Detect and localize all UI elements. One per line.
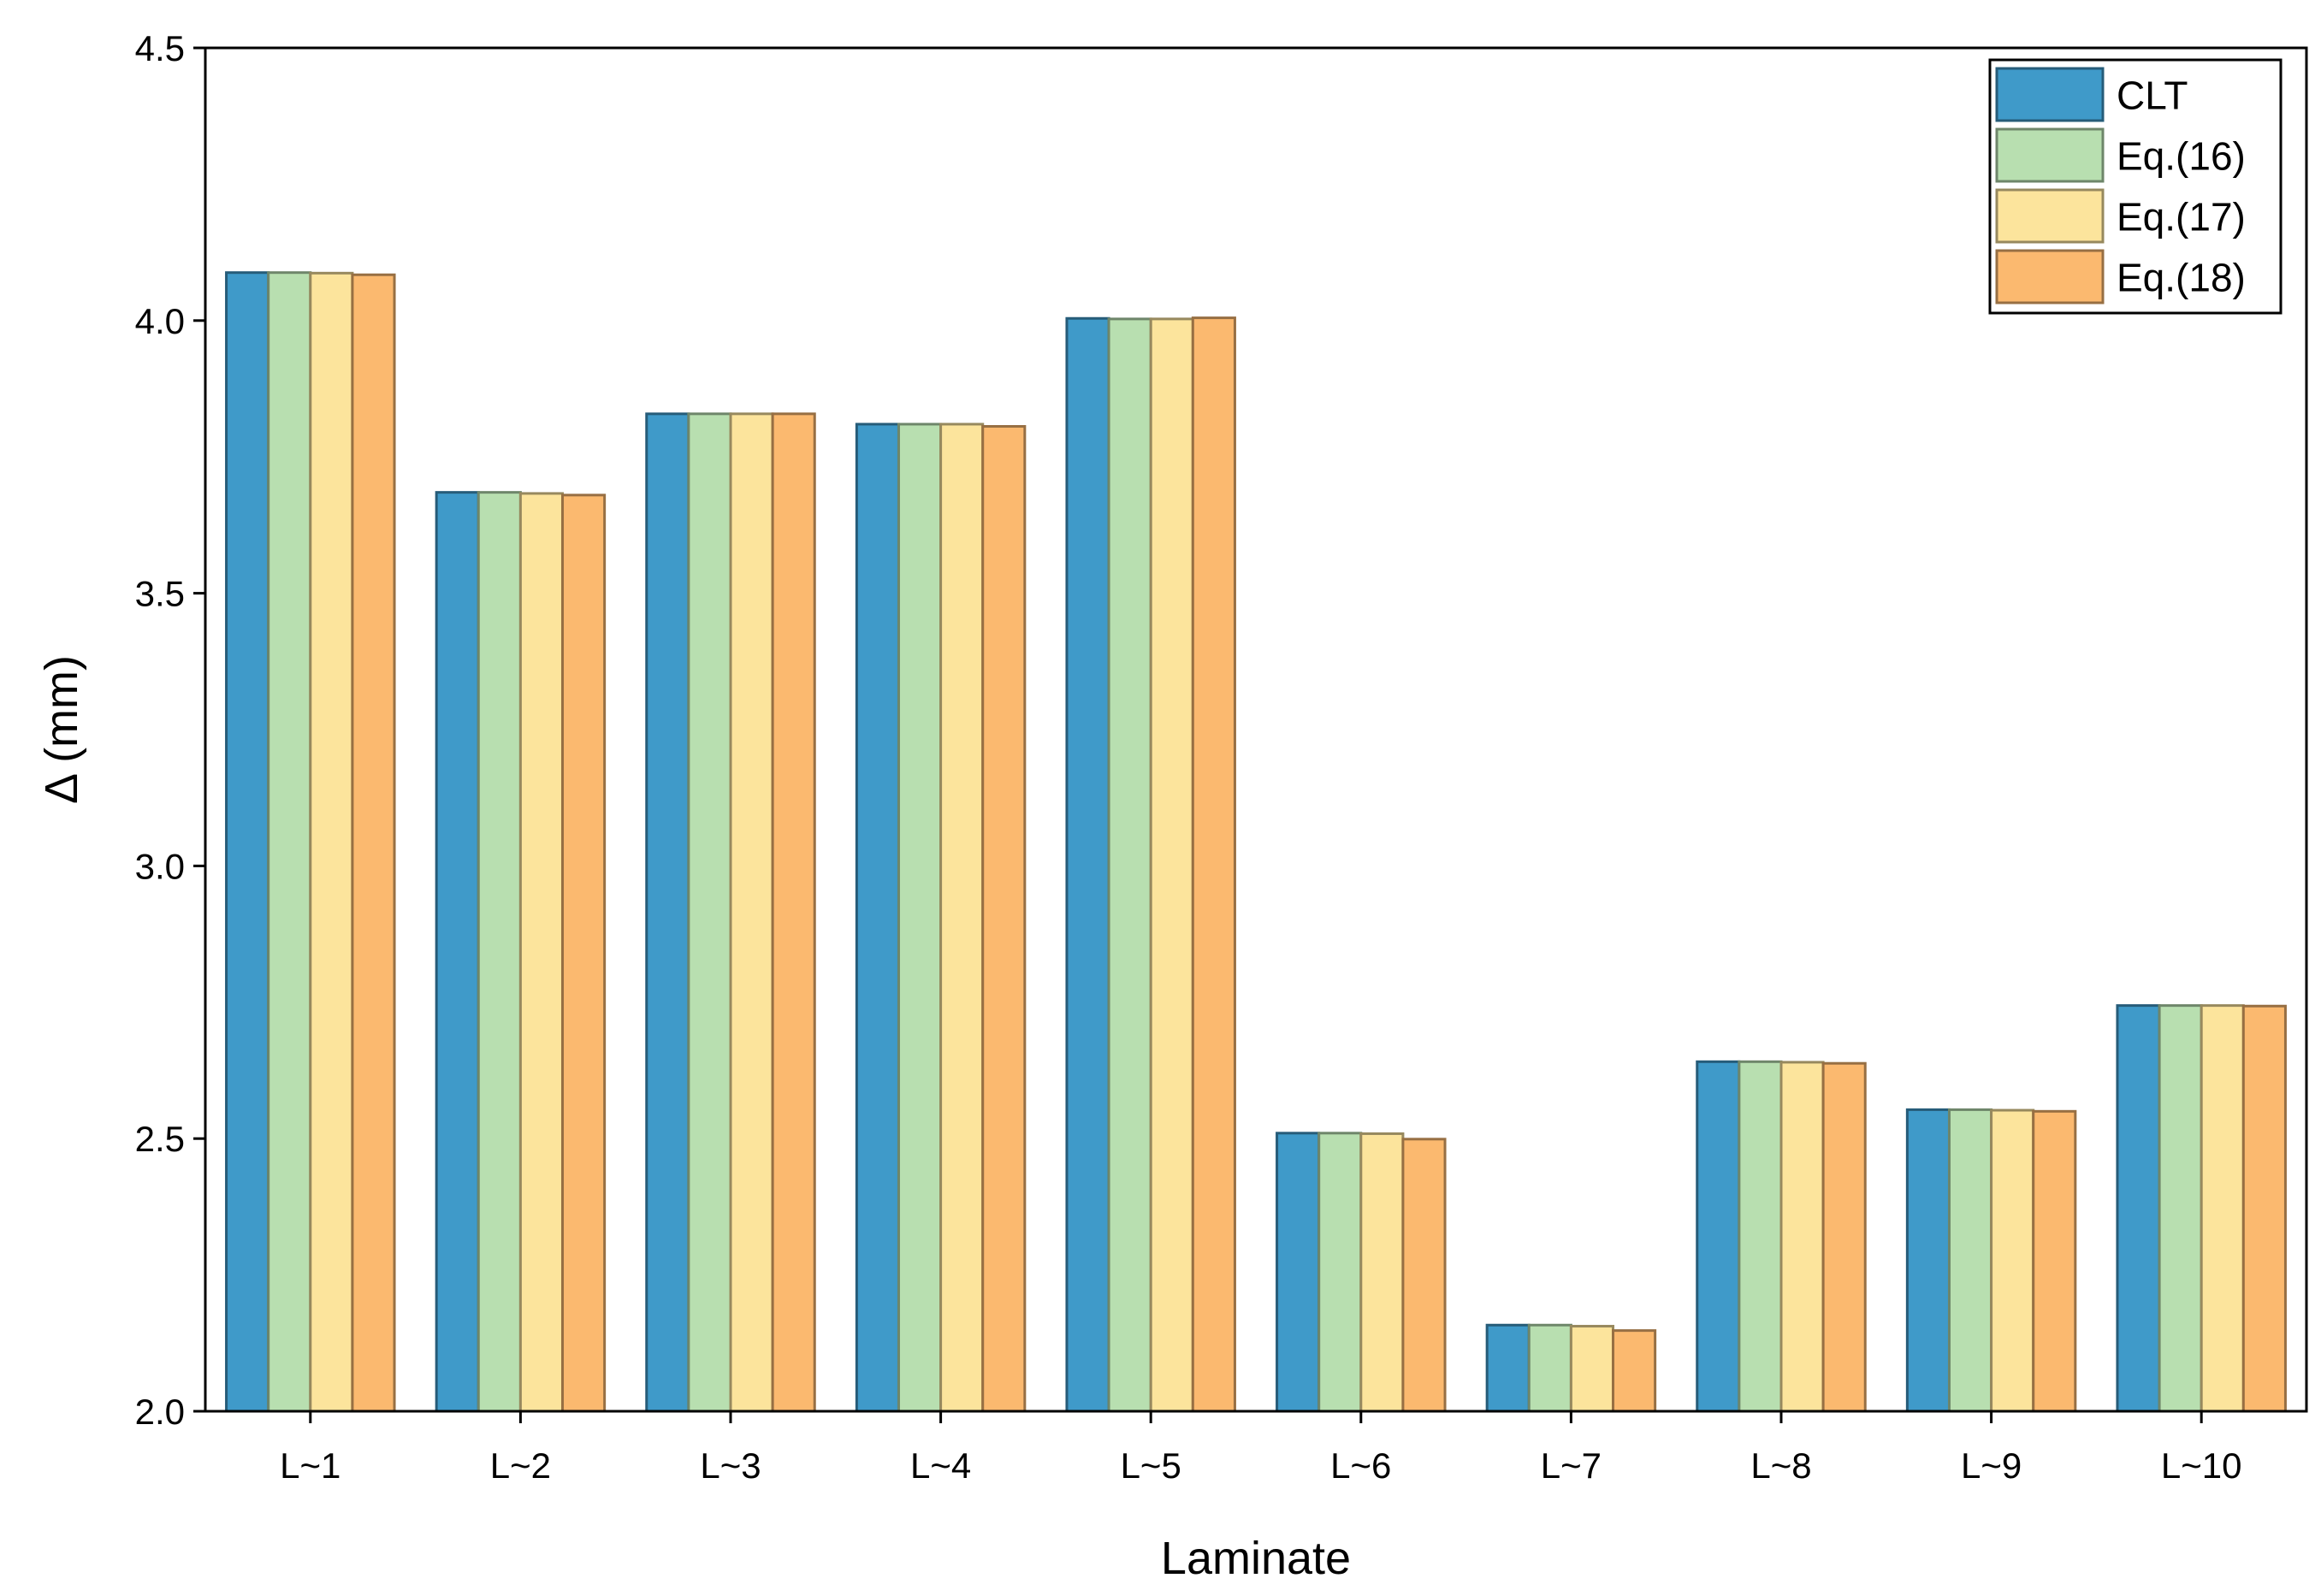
bar (1990, 1108, 2035, 1413)
x-tick-label: L~4 (910, 1445, 971, 1486)
bar (855, 423, 900, 1413)
bar (1107, 317, 1152, 1413)
bar (1191, 316, 1236, 1413)
x-tick-label: L~8 (1750, 1445, 1811, 1486)
bar (1779, 1061, 1825, 1413)
bar (1947, 1108, 1993, 1413)
bar (267, 271, 312, 1413)
bar (477, 491, 522, 1413)
x-tick-label: L~10 (2161, 1445, 2242, 1486)
bar (2032, 1109, 2077, 1413)
bar (1527, 1323, 1572, 1413)
bar (1569, 1325, 1615, 1413)
x-tick-label: L~9 (1961, 1445, 2022, 1486)
legend-swatch (1995, 67, 2105, 122)
bar (1401, 1138, 1447, 1413)
bar (1359, 1132, 1405, 1413)
legend-swatch (1995, 127, 2105, 183)
bar (981, 424, 1027, 1413)
legend-label: Eq.(18) (2117, 256, 2246, 300)
x-tick-label: L~3 (700, 1445, 761, 1486)
bar (1905, 1108, 1951, 1413)
legend-swatch (1995, 249, 2105, 304)
bar (1485, 1323, 1531, 1413)
bar (1696, 1060, 1741, 1413)
x-tick-label: L~1 (280, 1445, 340, 1486)
bar (687, 412, 732, 1413)
legend-label: Eq.(17) (2117, 195, 2246, 239)
legend-label: CLT (2117, 74, 2188, 118)
bar (1317, 1132, 1363, 1413)
y-tick-label: 2.0 (135, 1392, 185, 1432)
legend-label: Eq.(16) (2117, 134, 2246, 179)
x-tick-label: L~2 (490, 1445, 551, 1486)
bar (645, 412, 690, 1413)
x-tick-label: L~5 (1121, 1445, 1181, 1486)
bar (729, 412, 774, 1413)
bar (1738, 1060, 1783, 1413)
bar (225, 271, 270, 1413)
x-tick-label: L~7 (1541, 1445, 1602, 1486)
bar (1821, 1061, 1867, 1413)
y-tick-label: 4.5 (135, 28, 185, 68)
y-tick-label: 3.5 (135, 574, 185, 614)
bar (2116, 1004, 2161, 1413)
x-tick-label: L~6 (1330, 1445, 1391, 1486)
bar (897, 423, 943, 1413)
legend-swatch (1995, 188, 2105, 244)
bar (2200, 1004, 2245, 1413)
bar (2241, 1004, 2287, 1413)
bar (561, 494, 607, 1413)
bar (771, 412, 816, 1413)
bar (351, 273, 396, 1413)
y-tick-label: 4.0 (135, 301, 185, 341)
bar (435, 491, 480, 1413)
y-tick-label: 3.0 (135, 846, 185, 886)
bar (518, 492, 565, 1413)
bar (309, 271, 354, 1413)
bar (1065, 316, 1110, 1413)
bar (1612, 1329, 1657, 1413)
bar (939, 423, 985, 1413)
x-axis-title: Laminate (1161, 1533, 1351, 1584)
y-axis-title: Δ (mm) (36, 655, 87, 804)
plot-frame (204, 46, 2308, 1413)
y-tick-label: 2.5 (135, 1119, 185, 1159)
bar (1149, 317, 1194, 1413)
bar (1276, 1132, 1321, 1413)
bar (2158, 1004, 2203, 1413)
